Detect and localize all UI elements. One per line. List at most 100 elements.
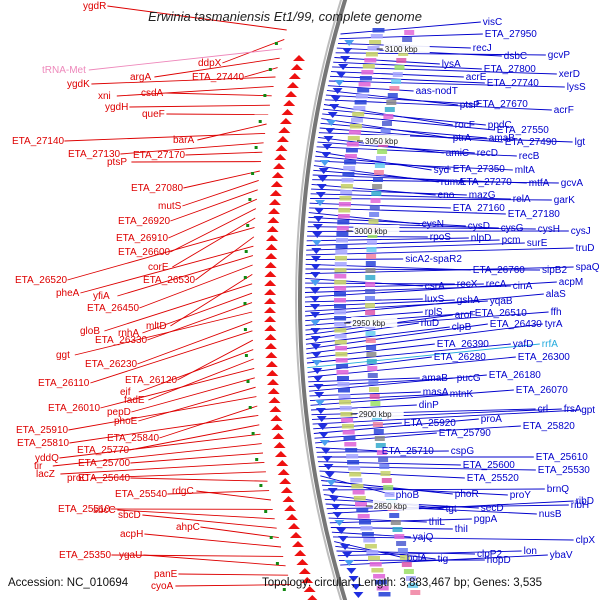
gene-label-right: masA [423, 387, 449, 398]
forward-gene-arrow [323, 136, 334, 142]
gene-label-right: tgt [446, 504, 457, 515]
scale-label: 3050 kbp [365, 137, 398, 146]
label-leader [304, 281, 557, 298]
left-label-leaders [52, 5, 291, 587]
reverse-gene-arrow [264, 271, 277, 277]
gene-block [334, 328, 347, 333]
label-leader [178, 573, 289, 576]
gene-label-right: ETA_27270 [460, 177, 513, 188]
gene-block [334, 262, 347, 267]
label-leader [80, 245, 254, 294]
label-leader [183, 170, 260, 189]
gene-block [355, 502, 367, 507]
gene-label-right: phoR [455, 489, 479, 500]
gene-block [366, 254, 377, 259]
gene-block [366, 550, 379, 555]
reverse-gene-arrow [292, 541, 304, 547]
label-leader [307, 343, 540, 369]
gene-block [364, 544, 377, 549]
reverse-gene-arrow [296, 559, 309, 565]
forward-gene-arrow [336, 528, 347, 534]
gene-label-right: ribH [571, 500, 589, 511]
forward-gene-arrow [340, 56, 351, 62]
gene-label-left: ygdR [83, 1, 106, 12]
forward-gene-arrow [348, 576, 359, 582]
gene-label-left: ETA_25540 [115, 489, 168, 500]
gene-label-left: mltD [146, 321, 167, 332]
gene-block [367, 233, 378, 238]
gene-label-left: panE [154, 569, 178, 580]
gene-block [340, 190, 353, 195]
forward-gene-arrow [312, 376, 323, 382]
forward-gene-arrow [319, 440, 330, 446]
gene-label-right: mtnK [450, 389, 474, 400]
gene-label-right: lgt [575, 137, 586, 148]
gene-label-right: surE [527, 238, 548, 249]
forward-gene-arrow [327, 112, 338, 118]
forward-gene-arrow [313, 384, 324, 390]
label-leader [309, 202, 451, 209]
label-leader [333, 61, 482, 70]
gene-block [384, 107, 395, 112]
gene-label-left: ETA_25840 [107, 433, 160, 444]
reverse-gene-arrow [264, 334, 277, 340]
gene-label-left: ETA_26010 [48, 403, 101, 414]
forward-gene-arrow [313, 216, 324, 222]
feature-tick [282, 588, 286, 591]
forward-gene-arrow [319, 160, 330, 166]
gene-block [334, 280, 347, 285]
gene-block [342, 430, 355, 435]
forward-gene-arrow [310, 264, 321, 270]
gene-label-right: phoB [396, 490, 420, 501]
gene-label-right: pgpA [474, 514, 498, 525]
forward-gene-arrow [326, 480, 337, 486]
reverse-gene-arrow [303, 586, 316, 592]
reverse-gene-arrow [265, 253, 278, 259]
feature-tick [274, 42, 278, 45]
gene-block [361, 532, 374, 537]
reverse-gene-arrow [267, 217, 280, 223]
gene-block [376, 586, 389, 591]
gene-block [334, 310, 347, 315]
gene-label-left: ETA_26600 [118, 247, 171, 258]
label-leader [335, 545, 436, 560]
gene-block [396, 58, 407, 63]
reverse-gene-arrow [290, 532, 302, 538]
gene-block [353, 496, 366, 501]
gene-block [355, 94, 368, 99]
gene-block [381, 478, 392, 483]
gene-block [369, 205, 380, 210]
label-leader [319, 470, 465, 479]
forward-gene-arrow [310, 336, 321, 342]
scale-label: 3100 kbp [385, 45, 418, 54]
forward-gene-arrow [310, 328, 321, 334]
gene-block [341, 178, 354, 183]
feature-tick [248, 406, 252, 409]
gene-block [366, 240, 377, 245]
reverse-gene-arrow [264, 307, 276, 313]
label-leader [305, 258, 404, 261]
gene-block [379, 464, 390, 469]
gene-block [344, 160, 357, 165]
forward-gene-arrow [322, 456, 333, 462]
gene-label-right: ETA_25600 [463, 460, 516, 471]
gene-block [369, 562, 382, 567]
feature-tick [243, 302, 247, 305]
label-leader [154, 57, 280, 78]
label-leader [306, 323, 488, 350]
gene-label-right: thiL [429, 517, 446, 528]
scale-label-bg [357, 408, 404, 418]
gene-label-left: xni [98, 91, 111, 102]
gene-label-right: sipB2 [542, 265, 567, 276]
gene-block [334, 274, 347, 279]
forward-gene-arrow [321, 152, 331, 158]
feature-tick [255, 458, 259, 461]
gene-label-left: ETA_25910 [16, 425, 69, 436]
label-leader [334, 57, 440, 65]
forward-gene-arrow [336, 72, 347, 78]
gene-label-right: ffh [551, 307, 562, 318]
reverse-gene-arrow [281, 109, 294, 115]
reverse-gene-arrow [264, 325, 277, 331]
gene-label-right: ETA_26300 [518, 352, 571, 363]
